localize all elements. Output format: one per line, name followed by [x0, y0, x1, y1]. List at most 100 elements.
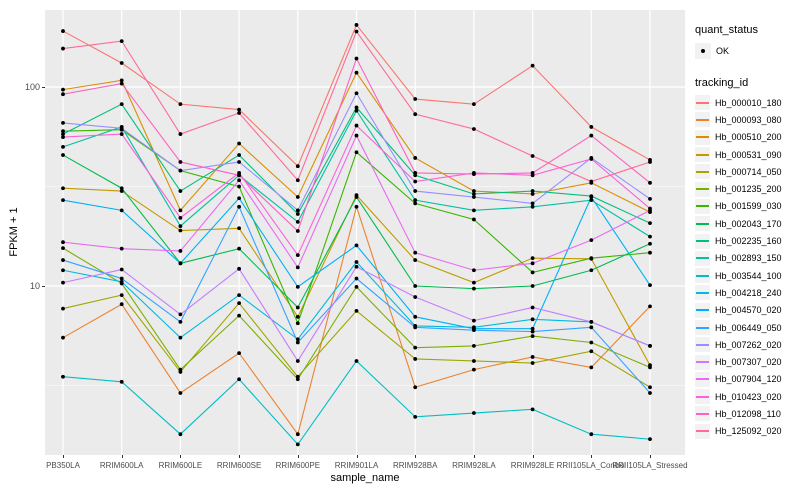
data-point: [295, 253, 300, 257]
legend-entry: Hb_000531_090: [695, 146, 799, 163]
data-point: [354, 29, 359, 34]
legend-entry-label: Hb_007307_020: [715, 357, 782, 368]
data-point: [354, 56, 359, 61]
x-tick-mark: [63, 455, 64, 458]
data-point: [413, 414, 418, 419]
legend-key-swatch: [695, 302, 710, 318]
data-point: [530, 361, 535, 365]
data-point: [119, 293, 124, 298]
data-point: [61, 186, 65, 191]
data-point: [237, 293, 242, 298]
data-point: [413, 357, 418, 361]
data-point: [530, 256, 535, 261]
data-point: [119, 208, 124, 213]
data-point: [61, 258, 65, 262]
data-point: [354, 359, 359, 363]
data-point: [237, 141, 242, 146]
data-point: [237, 111, 242, 115]
data-point: [237, 196, 242, 201]
data-point: [589, 238, 594, 243]
data-point: [648, 180, 652, 185]
data-point: [119, 267, 124, 272]
data-point: [413, 284, 418, 288]
data-point: [648, 385, 652, 390]
ok-point-icon: [701, 49, 705, 53]
x-tick-mark: [239, 455, 241, 458]
legend-entry-label: Hb_125092_020: [715, 426, 782, 437]
data-point: [119, 126, 124, 131]
data-point: [530, 171, 535, 175]
data-point: [61, 306, 65, 311]
data-point: [648, 391, 652, 395]
legend-entry: Hb_000510_200: [695, 129, 799, 146]
legend-entry-label: Hb_002043_170: [715, 218, 782, 229]
chart-svg: [45, 10, 685, 455]
data-point: [472, 359, 476, 363]
data-point: [413, 112, 418, 117]
data-point: [61, 121, 65, 125]
data-point: [530, 326, 535, 331]
legend-key-swatch: [695, 337, 710, 353]
data-point: [178, 224, 183, 228]
data-point: [354, 284, 359, 289]
data-point: [119, 246, 124, 251]
legend-line-icon: [696, 395, 709, 398]
x-tick-mark: [650, 455, 651, 458]
data-point: [354, 308, 359, 313]
data-point: [119, 78, 124, 83]
x-tick-label: RRIM928BA: [392, 461, 438, 470]
data-point: [530, 154, 535, 158]
legend: quant_status OK tracking_id Hb_000010_18…: [695, 24, 799, 440]
legend-line-icon: [696, 101, 709, 104]
data-point: [589, 195, 594, 199]
data-point: [472, 344, 476, 348]
legend-entry: Hb_000093_080: [695, 111, 799, 128]
data-point: [61, 135, 65, 140]
data-point: [178, 320, 183, 324]
legend-entry: Hb_007262_020: [695, 336, 799, 353]
legend-key-swatch: [695, 216, 710, 232]
x-tick-label: RRII105LA_Control: [556, 461, 626, 470]
data-point: [413, 314, 418, 319]
data-point: [648, 437, 652, 442]
data-point: [178, 432, 183, 437]
legend-entry-label: Hb_003544_100: [715, 270, 782, 281]
legend-entry-label: Hb_001235_200: [715, 184, 782, 195]
legend-line-icon: [696, 205, 709, 208]
x-tick-label: RRIM928LE: [510, 461, 555, 470]
data-point: [178, 367, 183, 372]
x-tick-label: RRIM600SE: [216, 461, 262, 470]
legend-key-swatch: [695, 233, 710, 249]
legend-entry-label: Hb_007904_120: [715, 374, 782, 385]
legend-entry: Hb_001235_200: [695, 180, 799, 197]
legend-entry-label: Hb_002235_160: [715, 236, 782, 247]
data-point: [61, 153, 65, 157]
legend-entry: Hb_002893_150: [695, 250, 799, 267]
data-point: [472, 172, 476, 177]
data-point: [413, 198, 418, 203]
legend-key-swatch: [695, 320, 710, 335]
data-point: [589, 365, 594, 370]
data-point: [237, 246, 242, 251]
data-point: [295, 229, 300, 233]
data-point: [354, 260, 359, 264]
legend-entry: Hb_007904_120: [695, 371, 799, 388]
data-point: [61, 145, 65, 149]
data-point: [119, 81, 124, 86]
data-point: [295, 219, 300, 224]
legend-entry-label: Hb_006449_050: [715, 322, 782, 333]
data-point: [237, 178, 242, 183]
legend-entry-label: Hb_002893_150: [715, 253, 782, 264]
data-point: [119, 39, 124, 44]
data-point: [61, 92, 65, 97]
legend-line-icon: [696, 257, 709, 260]
data-point: [178, 215, 183, 220]
data-point: [530, 407, 535, 412]
data-point: [648, 250, 652, 255]
x-axis-title: sample_name: [330, 472, 400, 484]
data-point: [472, 102, 476, 107]
x-tick-label: RRIM600LE: [158, 461, 203, 470]
data-point: [237, 226, 242, 231]
data-point: [589, 198, 594, 203]
data-point: [178, 228, 183, 233]
